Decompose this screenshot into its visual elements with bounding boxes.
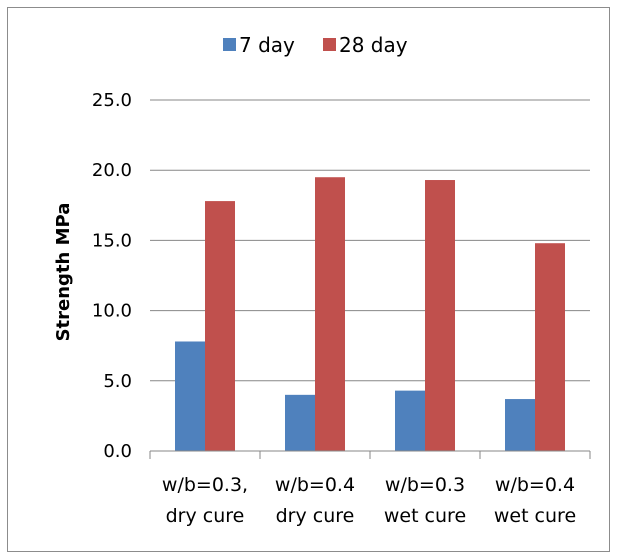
x-category-label: dry cure: [166, 505, 245, 527]
y-axis-label: Strength MPa: [53, 203, 74, 342]
x-category-label: wet cure: [494, 505, 576, 527]
legend: 7 day 28 day: [223, 33, 408, 57]
bar-7-day-1: [175, 341, 205, 451]
y-axis-ticks: 0.0 5.0 10.0 15.0 20.0 25.0: [92, 90, 132, 462]
legend-label: 28 day: [339, 33, 408, 57]
x-category-label: w/b=0.3: [385, 474, 465, 496]
x-axis: [149, 450, 591, 459]
bar-28-day-2: [315, 177, 345, 451]
x-category-label: w/b=0.4: [495, 474, 575, 496]
x-category-label: w/b=0.3,: [162, 474, 248, 496]
bar-28-day-3: [425, 180, 455, 451]
y-tick-label: 25.0: [92, 90, 132, 111]
legend-swatch-7-day: [223, 38, 236, 51]
legend-swatch-28-day: [323, 38, 336, 51]
x-axis-categories: w/b=0.3, dry cure w/b=0.4 dry cure w/b=0.3 we…: [162, 474, 576, 527]
bar-7-day-3: [395, 390, 425, 451]
x-category-label: w/b=0.4: [275, 474, 355, 496]
chart-frame: [7, 7, 610, 552]
y-tick-label: 0.0: [103, 441, 132, 462]
x-category-label: wet cure: [384, 505, 466, 527]
y-tick-label: 20.0: [92, 160, 132, 181]
bar-28-day-4: [535, 243, 565, 451]
bar-28-day-1: [205, 201, 235, 451]
x-category-label: dry cure: [276, 505, 355, 527]
y-tick-label: 5.0: [103, 371, 132, 392]
y-tick-label: 10.0: [92, 301, 132, 322]
legend-label: 7 day: [239, 33, 295, 57]
bar-7-day-4: [505, 399, 535, 451]
y-tick-label: 15.0: [92, 230, 132, 251]
bar-7-day-2: [285, 394, 315, 451]
bars: [175, 177, 565, 451]
